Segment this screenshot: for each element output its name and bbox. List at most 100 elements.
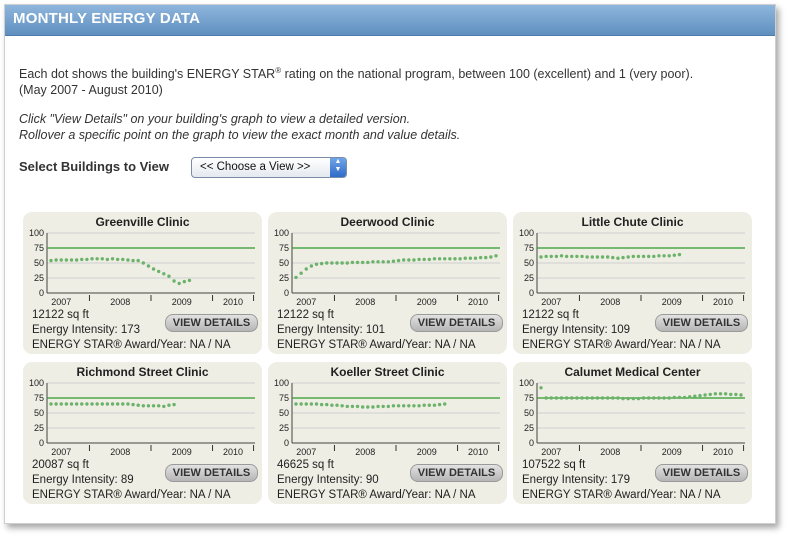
data-point[interactable]	[407, 258, 411, 262]
data-point[interactable]	[64, 402, 69, 406]
data-point[interactable]	[345, 261, 349, 265]
data-point[interactable]	[453, 257, 457, 261]
data-point[interactable]	[489, 255, 493, 259]
data-point[interactable]	[549, 254, 553, 259]
data-point[interactable]	[360, 260, 365, 265]
data-point[interactable]	[544, 254, 548, 259]
data-point[interactable]	[621, 396, 625, 401]
data-point[interactable]	[688, 395, 692, 399]
data-point[interactable]	[314, 262, 319, 266]
data-point[interactable]	[49, 258, 53, 263]
energy-star-chart[interactable]: 0 25 50 75 100 2007 2008 2009 2010	[23, 378, 262, 458]
data-point[interactable]	[330, 261, 334, 265]
data-point[interactable]	[95, 402, 99, 406]
data-point[interactable]	[590, 255, 594, 259]
data-point[interactable]	[473, 256, 478, 260]
data-point[interactable]	[126, 402, 130, 406]
data-point[interactable]	[437, 402, 442, 407]
data-point[interactable]	[54, 258, 58, 262]
data-point[interactable]	[443, 402, 447, 406]
data-point[interactable]	[549, 396, 553, 400]
data-point[interactable]	[396, 404, 401, 408]
data-point[interactable]	[59, 258, 63, 262]
data-point[interactable]	[427, 403, 432, 407]
data-point[interactable]	[401, 258, 406, 262]
data-point[interactable]	[187, 278, 192, 283]
data-point[interactable]	[105, 402, 110, 406]
data-point[interactable]	[575, 396, 579, 400]
data-point[interactable]	[585, 255, 589, 259]
data-point[interactable]	[595, 396, 600, 400]
data-point[interactable]	[376, 260, 380, 264]
data-point[interactable]	[80, 402, 84, 406]
data-point[interactable]	[641, 396, 646, 400]
data-point[interactable]	[672, 253, 677, 257]
data-point[interactable]	[325, 261, 329, 265]
data-point[interactable]	[585, 396, 589, 400]
data-point[interactable]	[554, 396, 559, 400]
data-point[interactable]	[657, 396, 661, 400]
data-point[interactable]	[100, 257, 104, 261]
data-point[interactable]	[115, 402, 120, 406]
view-select[interactable]: << Choose a View >> ▲ ▼	[191, 157, 347, 178]
data-point[interactable]	[641, 254, 646, 259]
energy-star-chart[interactable]: 0 25 50 75 100 2007 2008 2009 2010	[23, 228, 262, 308]
data-point[interactable]	[652, 396, 656, 400]
data-point[interactable]	[335, 261, 339, 265]
data-point[interactable]	[59, 402, 63, 406]
data-point[interactable]	[677, 252, 682, 257]
data-point[interactable]	[172, 402, 176, 407]
data-point[interactable]	[115, 257, 120, 262]
data-point[interactable]	[667, 396, 671, 400]
data-point[interactable]	[407, 404, 411, 408]
data-point[interactable]	[335, 403, 339, 407]
data-point[interactable]	[559, 254, 564, 258]
data-point[interactable]	[412, 404, 416, 408]
data-point[interactable]	[662, 396, 666, 400]
data-point[interactable]	[443, 257, 447, 261]
data-point[interactable]	[381, 404, 385, 409]
view-details-button[interactable]: VIEW DETAILS	[655, 314, 748, 332]
view-details-button[interactable]: VIEW DETAILS	[165, 314, 258, 332]
data-point[interactable]	[458, 257, 462, 261]
data-point[interactable]	[396, 258, 401, 263]
data-point[interactable]	[570, 254, 574, 259]
data-point[interactable]	[554, 254, 559, 259]
data-point[interactable]	[417, 257, 421, 262]
energy-star-chart[interactable]: 0 25 50 75 100 2007 2008 2009 2010	[513, 228, 752, 308]
view-details-button[interactable]: VIEW DETAILS	[165, 464, 258, 482]
data-point[interactable]	[422, 257, 426, 262]
data-point[interactable]	[605, 396, 610, 400]
data-point[interactable]	[611, 255, 615, 260]
data-point[interactable]	[693, 394, 697, 398]
data-point[interactable]	[468, 256, 473, 260]
data-point[interactable]	[340, 261, 344, 265]
data-point[interactable]	[162, 404, 166, 409]
data-point[interactable]	[672, 395, 677, 400]
data-point[interactable]	[146, 404, 151, 408]
data-point[interactable]	[330, 403, 334, 407]
data-point[interactable]	[646, 254, 651, 259]
data-point[interactable]	[69, 258, 74, 262]
data-point[interactable]	[110, 402, 115, 406]
data-point[interactable]	[729, 392, 733, 397]
data-point[interactable]	[100, 402, 104, 406]
data-point[interactable]	[141, 261, 146, 265]
data-point[interactable]	[539, 255, 543, 259]
data-point[interactable]	[294, 402, 298, 406]
data-point[interactable]	[616, 256, 620, 260]
data-point[interactable]	[386, 404, 391, 409]
data-point[interactable]	[121, 257, 125, 262]
data-point[interactable]	[636, 254, 641, 259]
data-point[interactable]	[64, 258, 69, 262]
data-point[interactable]	[309, 264, 314, 268]
data-point[interactable]	[80, 257, 84, 262]
energy-star-chart[interactable]: 0 25 50 75 100 2007 2008 2009 2010	[513, 378, 752, 458]
data-point[interactable]	[376, 404, 380, 409]
data-point[interactable]	[636, 396, 641, 401]
data-point[interactable]	[463, 256, 467, 260]
data-point[interactable]	[626, 255, 630, 259]
data-point[interactable]	[580, 396, 584, 400]
data-point[interactable]	[667, 254, 671, 258]
data-point[interactable]	[713, 392, 718, 396]
